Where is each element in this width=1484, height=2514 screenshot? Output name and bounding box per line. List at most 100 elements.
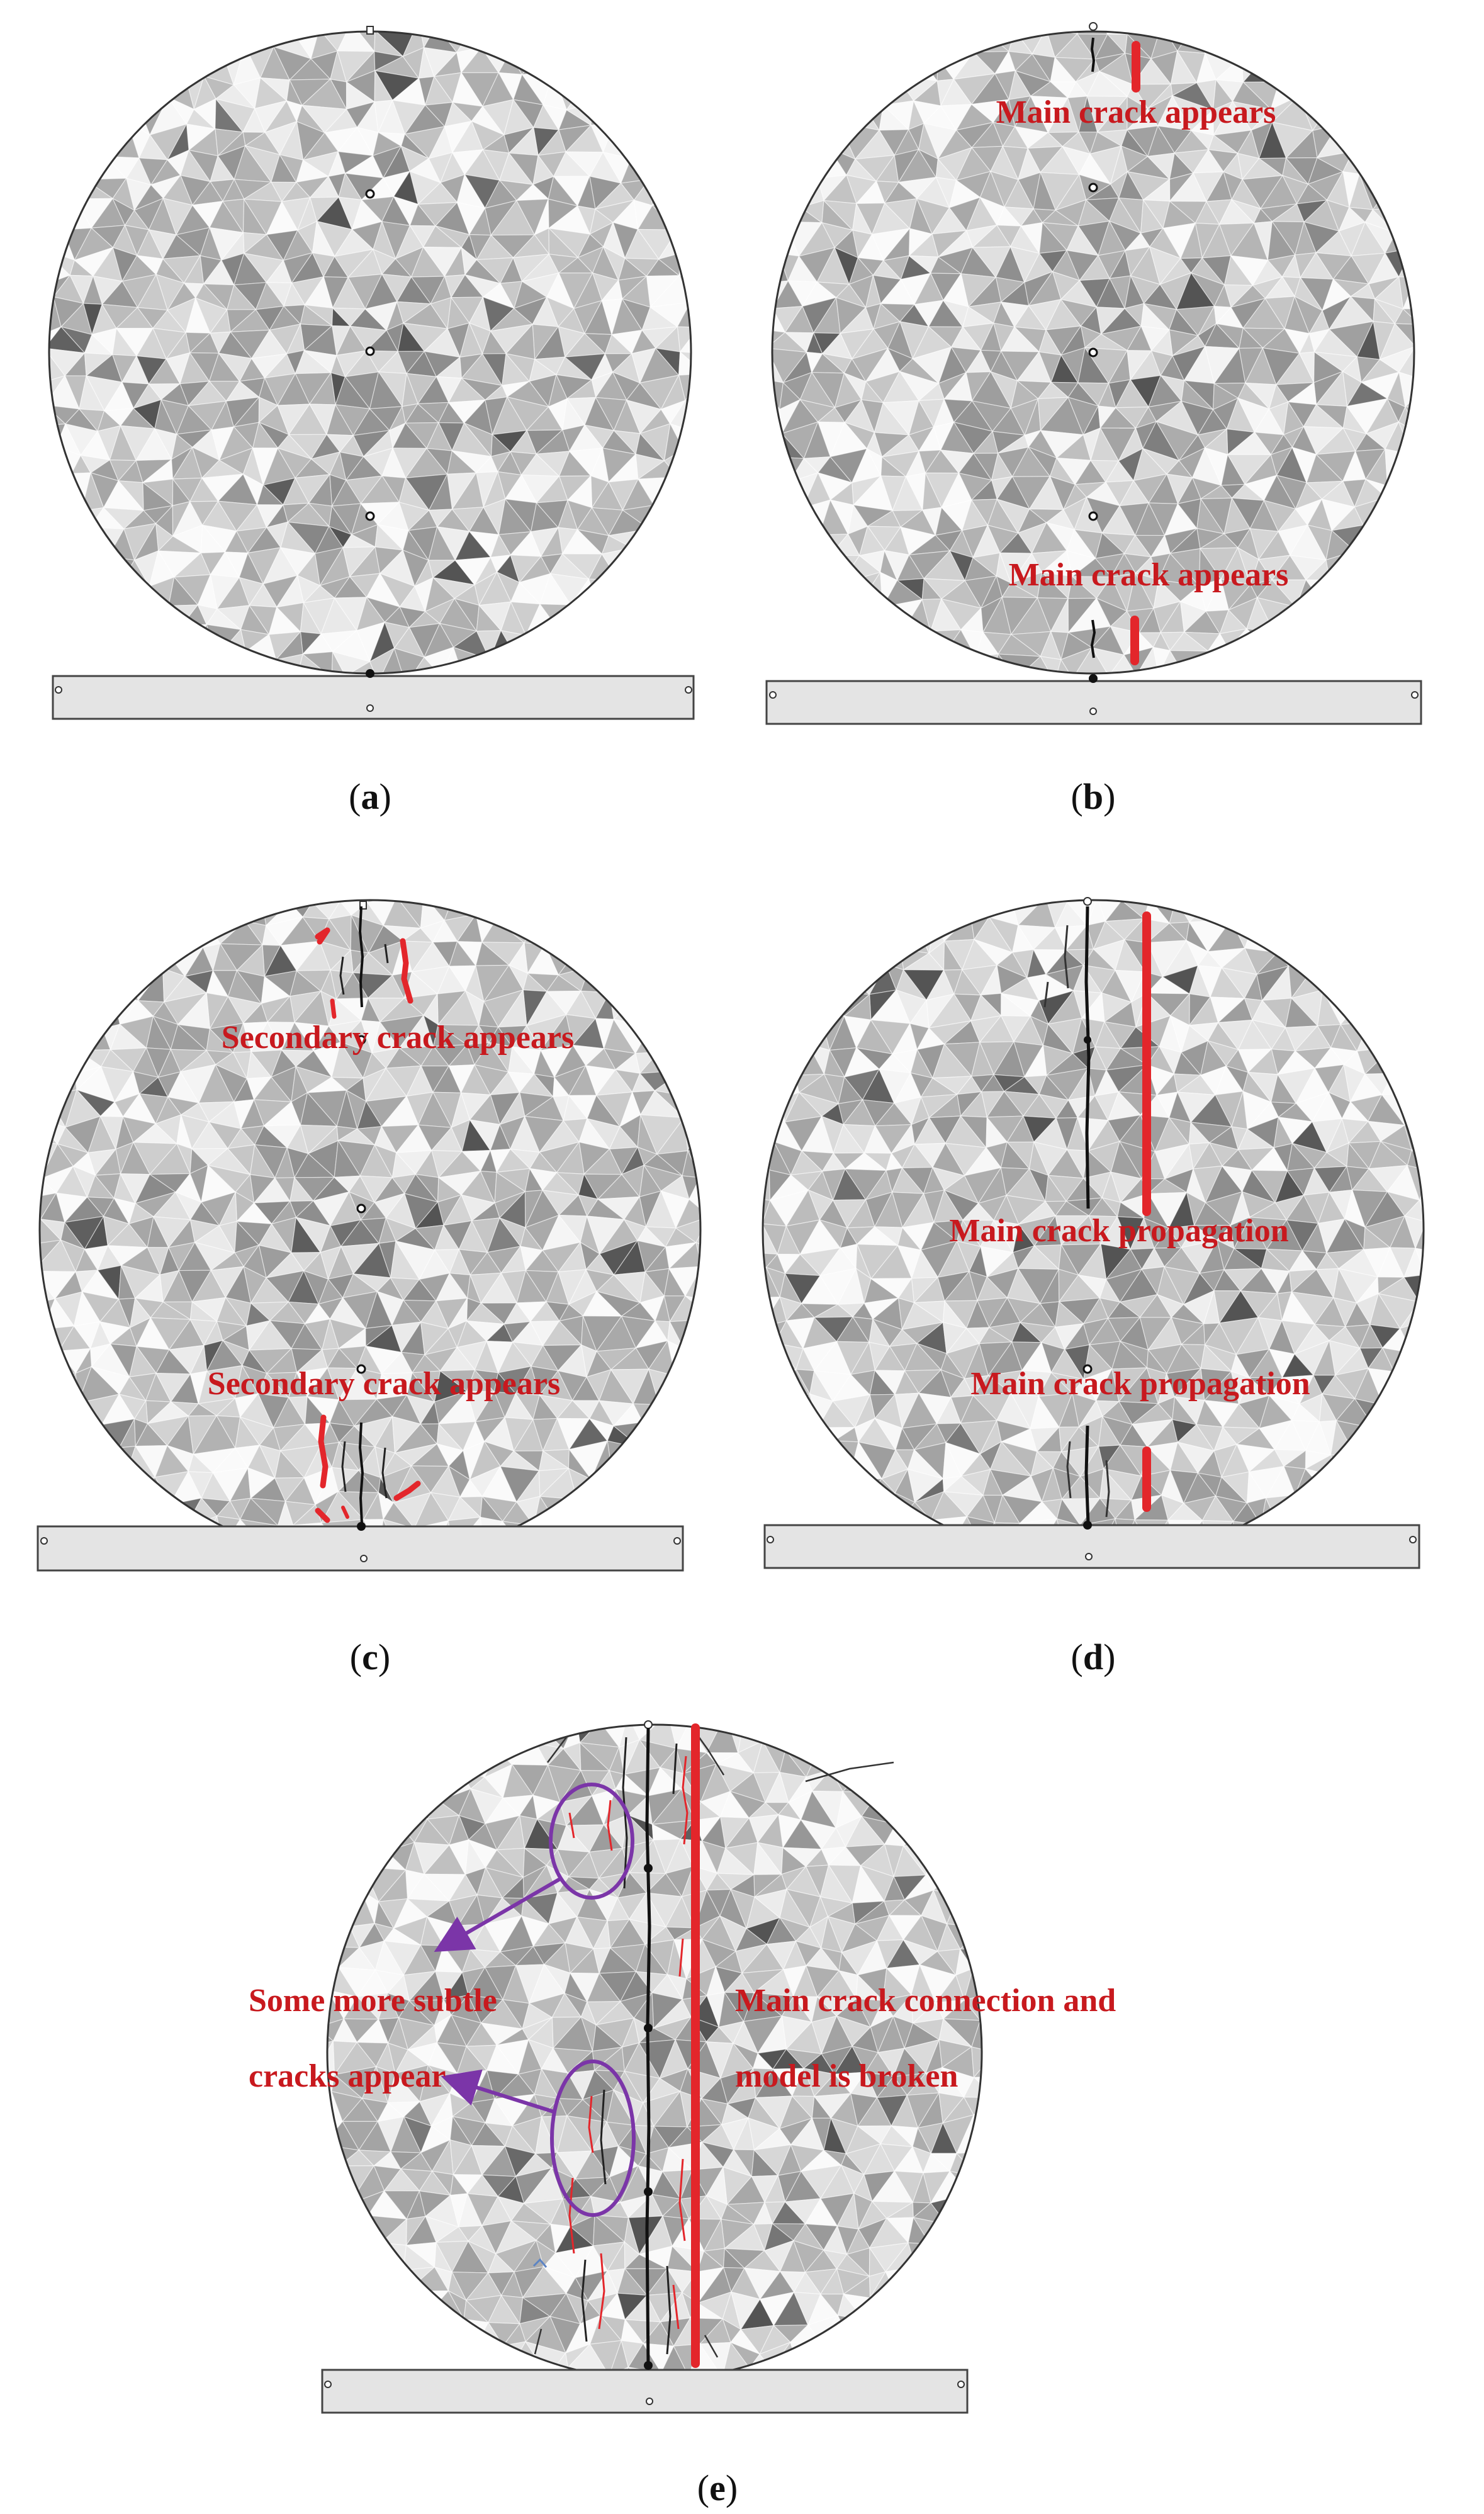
mesh-c xyxy=(40,900,700,1561)
loading-platen xyxy=(52,675,695,720)
panel-d: Main crack propagation Main crack propag… xyxy=(762,897,1425,1677)
center-node xyxy=(644,2024,653,2032)
black-crack-trace xyxy=(1105,1460,1110,1518)
panel-c: Secondary crack appears Secondary crack … xyxy=(37,899,702,1677)
annotation-secondary-crack-top: Secondary crack appears xyxy=(222,1020,574,1056)
annotation-main-crack-top: Main crack appears xyxy=(996,94,1276,130)
bottom-contact-node xyxy=(1083,1521,1092,1530)
black-crack-trace xyxy=(666,2265,672,2355)
bottom-contact-node xyxy=(357,1522,366,1531)
bottom-contact-node xyxy=(366,669,374,678)
black-crack-trace xyxy=(1043,981,1049,1008)
platen-node xyxy=(366,704,374,712)
black-crack-trace xyxy=(358,1422,364,1524)
platen-node xyxy=(646,2398,653,2405)
top-contact-node xyxy=(359,901,367,910)
black-crack-trace xyxy=(1084,906,1091,1209)
annotation-main-crack-line1: Main crack connection and xyxy=(735,1983,1116,2019)
subtle-crack xyxy=(682,1756,689,1845)
center-node xyxy=(356,1203,366,1214)
platen-node xyxy=(1089,707,1097,715)
subtle-crack xyxy=(607,1800,613,1851)
platen-node xyxy=(767,1536,774,1543)
secondary-crack xyxy=(330,998,337,1019)
platen-node xyxy=(40,1537,48,1545)
pointer-arrow xyxy=(434,1877,561,1953)
subtle-crack xyxy=(672,2284,680,2330)
black-crack-trace xyxy=(704,2335,719,2358)
black-crack-trace xyxy=(581,2259,588,2342)
black-crack-trace xyxy=(534,2328,542,2355)
black-crack-trace xyxy=(622,1737,628,1889)
black-crack-trace xyxy=(805,1761,894,1783)
center-node xyxy=(1082,1364,1093,1374)
caption-d: (d) xyxy=(1071,1637,1116,1677)
black-crack-trace xyxy=(358,906,364,1008)
subtle-crack xyxy=(678,2158,686,2241)
subtle-crack-blue xyxy=(532,2258,548,2268)
center-node xyxy=(356,1035,366,1045)
black-crack-trace xyxy=(1090,37,1096,72)
annotation-propagation-top: Main crack propagation xyxy=(949,1213,1288,1249)
panel-b: Main crack appears Main crack appears (b… xyxy=(765,22,1422,817)
bottom-contact-node xyxy=(644,2361,653,2370)
center-node xyxy=(644,2187,653,2196)
black-crack-trace xyxy=(341,1441,347,1492)
platen-node xyxy=(685,686,692,694)
center-node xyxy=(365,511,375,521)
top-contact-node xyxy=(1083,897,1092,906)
annotation-main-crack-bottom: Main crack appears xyxy=(1009,557,1289,593)
caption-a: (a) xyxy=(349,776,391,817)
specimen-outline xyxy=(771,30,1415,675)
black-crack-trace xyxy=(1090,619,1096,658)
black-crack-trace xyxy=(1064,925,1069,989)
top-contact-node xyxy=(644,1720,653,1729)
caption-e: (e) xyxy=(697,2467,738,2508)
annotation-subtle-cracks-line2: cracks appear xyxy=(249,2058,446,2094)
bottom-contact-node xyxy=(1089,674,1098,683)
subtle-crack xyxy=(568,1812,575,1839)
black-crack-trace xyxy=(547,1737,567,1763)
platen-node xyxy=(55,686,62,694)
platen-node xyxy=(324,2381,332,2388)
mesh-a xyxy=(49,31,691,674)
secondary-crack xyxy=(400,938,413,1004)
panel-e: Some more subtle cracks appear Main crac… xyxy=(249,1720,1116,2508)
panel-a: (a) xyxy=(48,26,695,817)
subtle-crack-region-bottom xyxy=(550,2060,636,2217)
pointer-arrow xyxy=(441,2069,554,2114)
annotation-subtle-cracks-line1: Some more subtle xyxy=(249,1983,497,2019)
black-crack-trace xyxy=(1084,1425,1090,1524)
annotation-main-crack-line2: model is broken xyxy=(735,2058,958,2094)
annotation-secondary-crack-bottom: Secondary crack appears xyxy=(208,1366,560,1402)
subtle-crack xyxy=(678,1938,684,1977)
secondary-crack xyxy=(341,1506,349,1519)
subtle-crack xyxy=(588,2095,594,2153)
platen-node xyxy=(673,1537,681,1545)
subtle-crack xyxy=(598,2253,605,2330)
platen-node xyxy=(957,2381,965,2388)
black-crack-trace xyxy=(339,956,345,995)
platen-node xyxy=(769,691,777,699)
subtle-crack xyxy=(568,2177,575,2254)
black-crack-trace xyxy=(1066,1441,1072,1499)
caption-c: (c) xyxy=(350,1637,390,1677)
platen-node xyxy=(1085,1553,1093,1560)
center-node xyxy=(1088,183,1098,193)
center-node xyxy=(356,1364,366,1374)
black-crack-trace xyxy=(381,1447,388,1499)
black-crack-trace xyxy=(384,944,389,964)
center-node xyxy=(1088,347,1098,358)
center-node xyxy=(644,1864,653,1873)
top-contact-node xyxy=(1089,22,1098,31)
secondary-crack xyxy=(315,1508,330,1523)
platen-node xyxy=(1409,1536,1417,1543)
loading-platen xyxy=(37,1525,684,1572)
secondary-crack xyxy=(317,927,330,945)
secondary-crack xyxy=(318,1414,329,1489)
center-node xyxy=(1088,511,1098,521)
center-node xyxy=(365,189,375,199)
secondary-crack xyxy=(393,1480,421,1501)
caption-b: (b) xyxy=(1071,776,1116,817)
